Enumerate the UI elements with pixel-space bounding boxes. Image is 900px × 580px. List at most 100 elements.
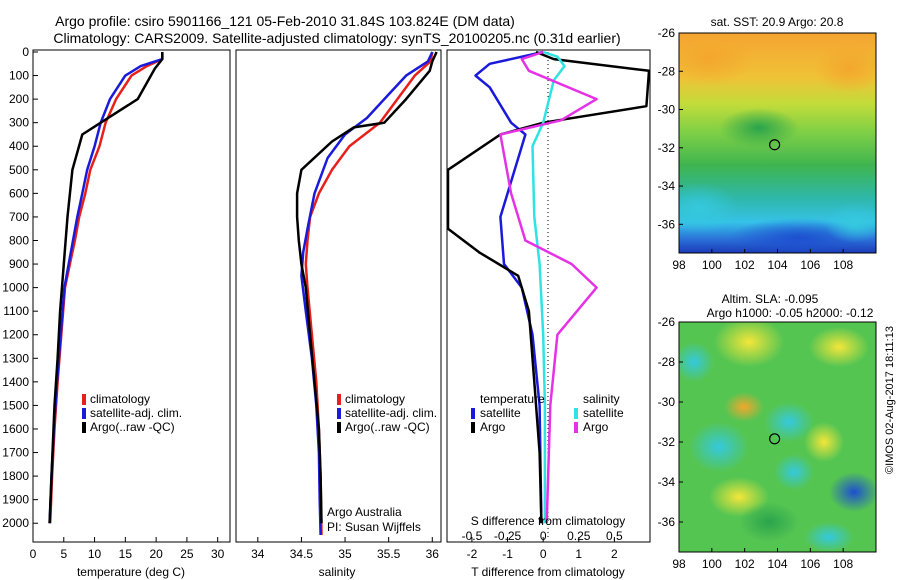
- legend-climatology: climatology: [345, 392, 405, 406]
- difference-panel-frame: [446, 49, 651, 543]
- lon-tick-label: 108: [833, 258, 853, 272]
- sla-map-title-1: Altim. SLA: -0.095: [722, 292, 819, 306]
- title-line-2: Climatology: CARS2009. Satellite-adjuste…: [53, 30, 620, 46]
- y-tick-label: 1100: [3, 304, 29, 318]
- x-tick-label: 10: [88, 547, 102, 561]
- salinity-series: [295, 51, 438, 536]
- sst-heatmap: [679, 33, 876, 253]
- x-tick-label: 15: [119, 547, 133, 561]
- legend-temperature-heading: temperature: [480, 392, 545, 406]
- x-tick-label: 20: [149, 547, 163, 561]
- imos-stamp: ©IMOS 02-Aug-2017 18:11:13: [884, 326, 896, 474]
- y-tick-label: 0: [22, 45, 29, 59]
- x-top-tick-label: 0.5: [606, 529, 623, 543]
- difference-series: [446, 50, 651, 524]
- s-difference-axis: -0.5 -0.25 0 0.25 0.5: [462, 529, 623, 543]
- y-tick-label: 1800: [2, 469, 29, 483]
- lat-tick-label: -28: [658, 355, 676, 369]
- lon-tick-label: 102: [735, 258, 755, 272]
- x-tick-label: 30: [211, 547, 225, 561]
- legend-swatch-argo: [337, 422, 341, 433]
- sla-map: Altim. SLA: -0.095 Argo h1000: -0.05 h20…: [658, 292, 877, 571]
- salinity-axis: 34 34.5 35 35.5 36: [251, 537, 439, 561]
- sla-lat-axis: -26 -28 -30 -32 -34 -36: [658, 315, 683, 529]
- difference-legend: temperature satellite Argo salinity sate…: [471, 392, 624, 434]
- legend-sal-argo: Argo: [583, 420, 609, 434]
- sst-map: sat. SST: 20.9 Argo: 20.8 98 100 102 104 106…: [658, 15, 877, 272]
- lon-tick-label: 102: [735, 557, 755, 571]
- temperature-legend: climatology satellite-adj. clim. Argo(..…: [82, 392, 182, 434]
- y-tick-label: 2000: [2, 516, 29, 530]
- legend-satellite: satellite-adj. clim.: [345, 406, 437, 420]
- lon-tick-label: 98: [672, 557, 686, 571]
- legend-temp-argo: Argo: [480, 420, 506, 434]
- y-tick-label: 300: [9, 116, 29, 130]
- sst-lat-axis: -26 -28 -30 -32 -34 -36: [658, 26, 683, 231]
- y-tick-label: 1200: [2, 328, 29, 342]
- lon-tick-label: 100: [702, 557, 722, 571]
- lon-tick-label: 108: [833, 557, 853, 571]
- series-line-argo_s: [499, 50, 598, 524]
- lon-tick-label: 106: [800, 258, 820, 272]
- lon-tick-label: 98: [672, 258, 686, 272]
- x-tick-label: 0: [540, 547, 547, 561]
- x-tick-label: 34.5: [290, 547, 314, 561]
- salinity-panel-frame: [235, 49, 442, 543]
- lat-tick-label: -30: [658, 395, 676, 409]
- y-tick-label: 1700: [2, 446, 29, 460]
- series-line-argo: [295, 51, 438, 524]
- sla-heatmap: [679, 322, 876, 552]
- sla-argo-marker: [769, 433, 781, 445]
- x-top-tick-label: 0.25: [567, 529, 591, 543]
- y-tick-label: 800: [9, 233, 29, 247]
- difference-panel: -2 -1 0 1 2 -0.5 -0.25 0 0.25 0.5 S difference f…: [446, 49, 651, 579]
- depth-axis: 0 100 200 300 400 500 600 700 800 900 1000 1100 1200…: [2, 45, 38, 530]
- legend-argo: Argo(..raw -QC): [345, 420, 430, 434]
- legend-argo: Argo(..raw -QC): [90, 420, 175, 434]
- y-tick-label: 1900: [2, 493, 29, 507]
- lon-tick-label: 100: [702, 258, 722, 272]
- sst-lon-axis: 98 100 102 104 106 108: [672, 249, 853, 272]
- y-tick-label: 1500: [2, 398, 29, 412]
- salinity-panel: 34 34.5 35 35.5 36 salinity climatology sate…: [235, 49, 442, 579]
- series-line-argo: [446, 50, 651, 524]
- temperature-series: [48, 52, 164, 524]
- x-tick-label: 1: [575, 547, 582, 561]
- x-tick-label: 35.5: [377, 547, 401, 561]
- lat-tick-label: -30: [658, 103, 676, 117]
- lat-tick-label: -32: [658, 435, 676, 449]
- footer-pi: PI: Susan Wijffels: [327, 520, 421, 534]
- series-line-argo: [48, 52, 164, 524]
- temperature-panel: 0100200300400500600700800900100011001200…: [2, 45, 231, 579]
- t-difference-xlabel: T difference from climatology: [471, 565, 625, 579]
- legend-swatch-sal-satellite: [574, 408, 578, 419]
- legend-swatch-temp-satellite: [471, 408, 475, 419]
- x-tick-label: 5: [60, 547, 67, 561]
- y-tick-label: 900: [9, 257, 29, 271]
- x-tick-label: 35: [338, 547, 352, 561]
- lat-tick-label: -36: [658, 217, 676, 231]
- x-tick-label: 0: [30, 547, 37, 561]
- legend-satellite: satellite-adj. clim.: [90, 406, 182, 420]
- legend-climatology: climatology: [90, 392, 150, 406]
- t-difference-axis: -2 -1 0 1 2: [467, 537, 618, 561]
- x-top-tick-label: 0: [540, 529, 547, 543]
- legend-swatch-climatology: [82, 394, 86, 405]
- temperature-axis: 0 5 10 15 20 25 30: [30, 537, 225, 561]
- sst-map-title: sat. SST: 20.9 Argo: 20.8: [711, 15, 844, 29]
- x-top-tick-label: -0.5: [462, 529, 483, 543]
- lat-tick-label: -28: [658, 64, 676, 78]
- legend-swatch-climatology: [337, 394, 341, 405]
- title-line-1: Argo profile: csiro 5901166_121 05-Feb-2…: [55, 13, 515, 29]
- lat-tick-label: -34: [658, 179, 676, 193]
- x-tick-label: 2: [611, 547, 618, 561]
- legend-temp-satellite: satellite: [480, 406, 521, 420]
- footer-argo-australia: Argo Australia: [327, 505, 402, 519]
- x-tick-label: -2: [467, 547, 478, 561]
- sla-map-title-2: Argo h1000: -0.05 h2000: -0.12: [707, 306, 874, 320]
- lon-tick-label: 106: [800, 557, 820, 571]
- y-tick-label: 1400: [2, 375, 29, 389]
- temperature-panel-frame: [32, 49, 231, 543]
- series-line-sat: [474, 50, 544, 524]
